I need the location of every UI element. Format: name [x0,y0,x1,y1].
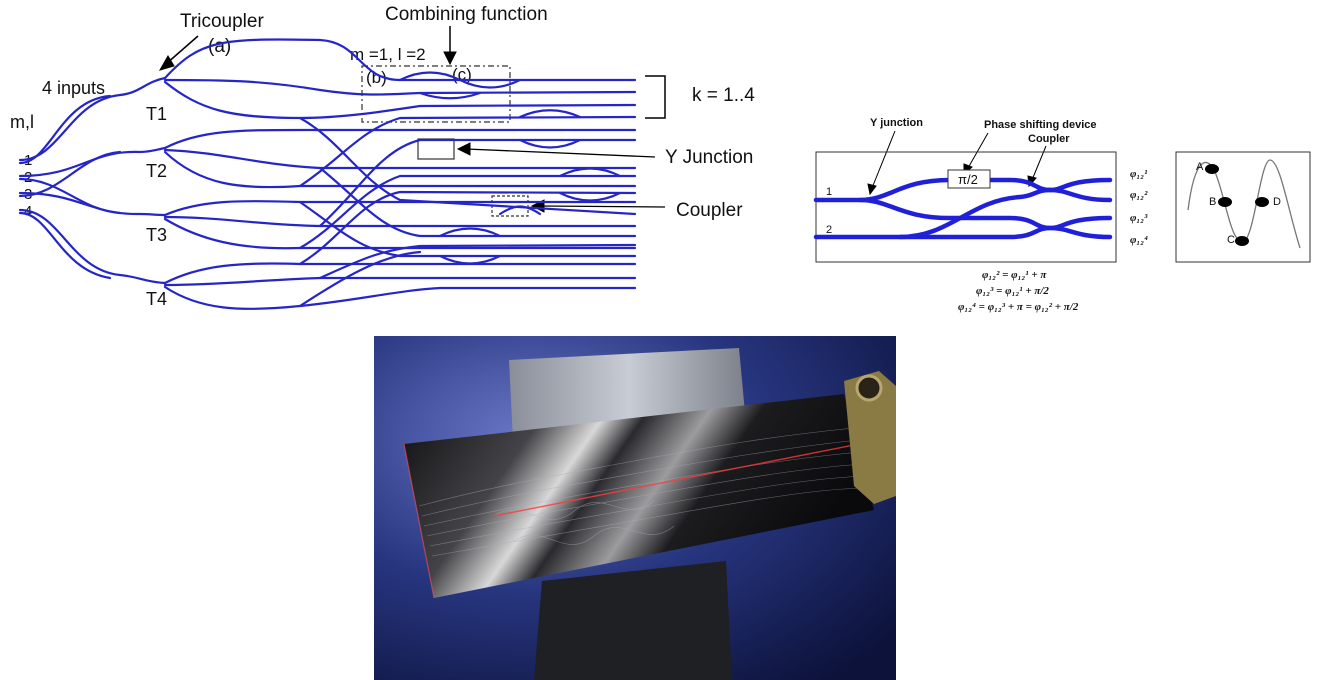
port-1-label: 1 [826,186,832,198]
point-c-label: C [1227,234,1235,246]
phase-shift-diagram: Y junction Phase shifting device Coupler… [813,117,1311,313]
mount-base [534,561,732,680]
chip-waveguide-pattern [418,427,871,557]
output-phi-4: φ₁₂⁴ [1130,234,1148,246]
screw-head [855,374,883,402]
phase-shifting-device-label: Phase shifting device [984,119,1096,131]
point-a-label: A [1196,161,1204,173]
abcd-panel [1175,151,1311,263]
phase-box [947,169,991,189]
tricoupler-label: Tricoupler [180,11,264,32]
coupler-callout-label: Coupler [676,200,743,221]
abcd-waveguides [813,177,1113,240]
chip-edge-glow [403,443,435,599]
phase-box-label: π/2 [958,172,978,187]
equation-2: φ₁₂³ = φ₁₂¹ + π/2 [976,285,1049,297]
t4-label: T4 [146,289,167,309]
point-d-label: D [1273,196,1281,208]
t1-label: T1 [146,104,167,124]
port-2-label: 2 [826,224,832,236]
equation-3: φ₁₂⁴ = φ₁₂³ + π = φ₁₂² + π/2 [958,301,1079,313]
input-2-label: 2 [24,169,32,186]
output-phi-3: φ₁₂³ [1130,212,1148,224]
point-d-marker [1255,197,1269,207]
tricoupler-a-label: (a) [208,36,231,57]
y-junction-callout-label: Y Junction [665,147,753,168]
photonic-chip [404,394,874,598]
coupler-label: Coupler [1028,133,1070,145]
interference-curve [1187,159,1301,249]
point-b-marker [1218,197,1232,207]
point-a-marker [1205,164,1219,174]
equation-1: φ₁₂² = φ₁₂¹ + π [982,269,1047,281]
ml-input-label: m,l [10,112,34,132]
point-c-marker [1235,236,1249,246]
ml-label: m =1, l =2 [350,45,426,64]
k-range-label: k = 1..4 [692,85,755,106]
y-junction-label: Y junction [870,117,923,129]
output-phi-2: φ₁₂² [1130,189,1148,201]
brass-clamp [844,371,896,504]
t3-label: T3 [146,225,167,245]
output-phi-1: φ₁₂¹ [1130,168,1147,180]
chip-photo [374,336,896,680]
waveguide-frame [815,151,1117,263]
waveguide-network [18,38,637,310]
combining-function-label: Combining function [385,4,548,25]
inputs-label: 4 inputs [42,78,105,98]
beam-combiner-diagram: Tricoupler (a) Combining function m =1, … [10,4,755,310]
b-label: (b) [366,68,387,87]
t2-label: T2 [146,161,167,181]
laser-beam [493,443,860,517]
point-b-label: B [1209,196,1216,208]
